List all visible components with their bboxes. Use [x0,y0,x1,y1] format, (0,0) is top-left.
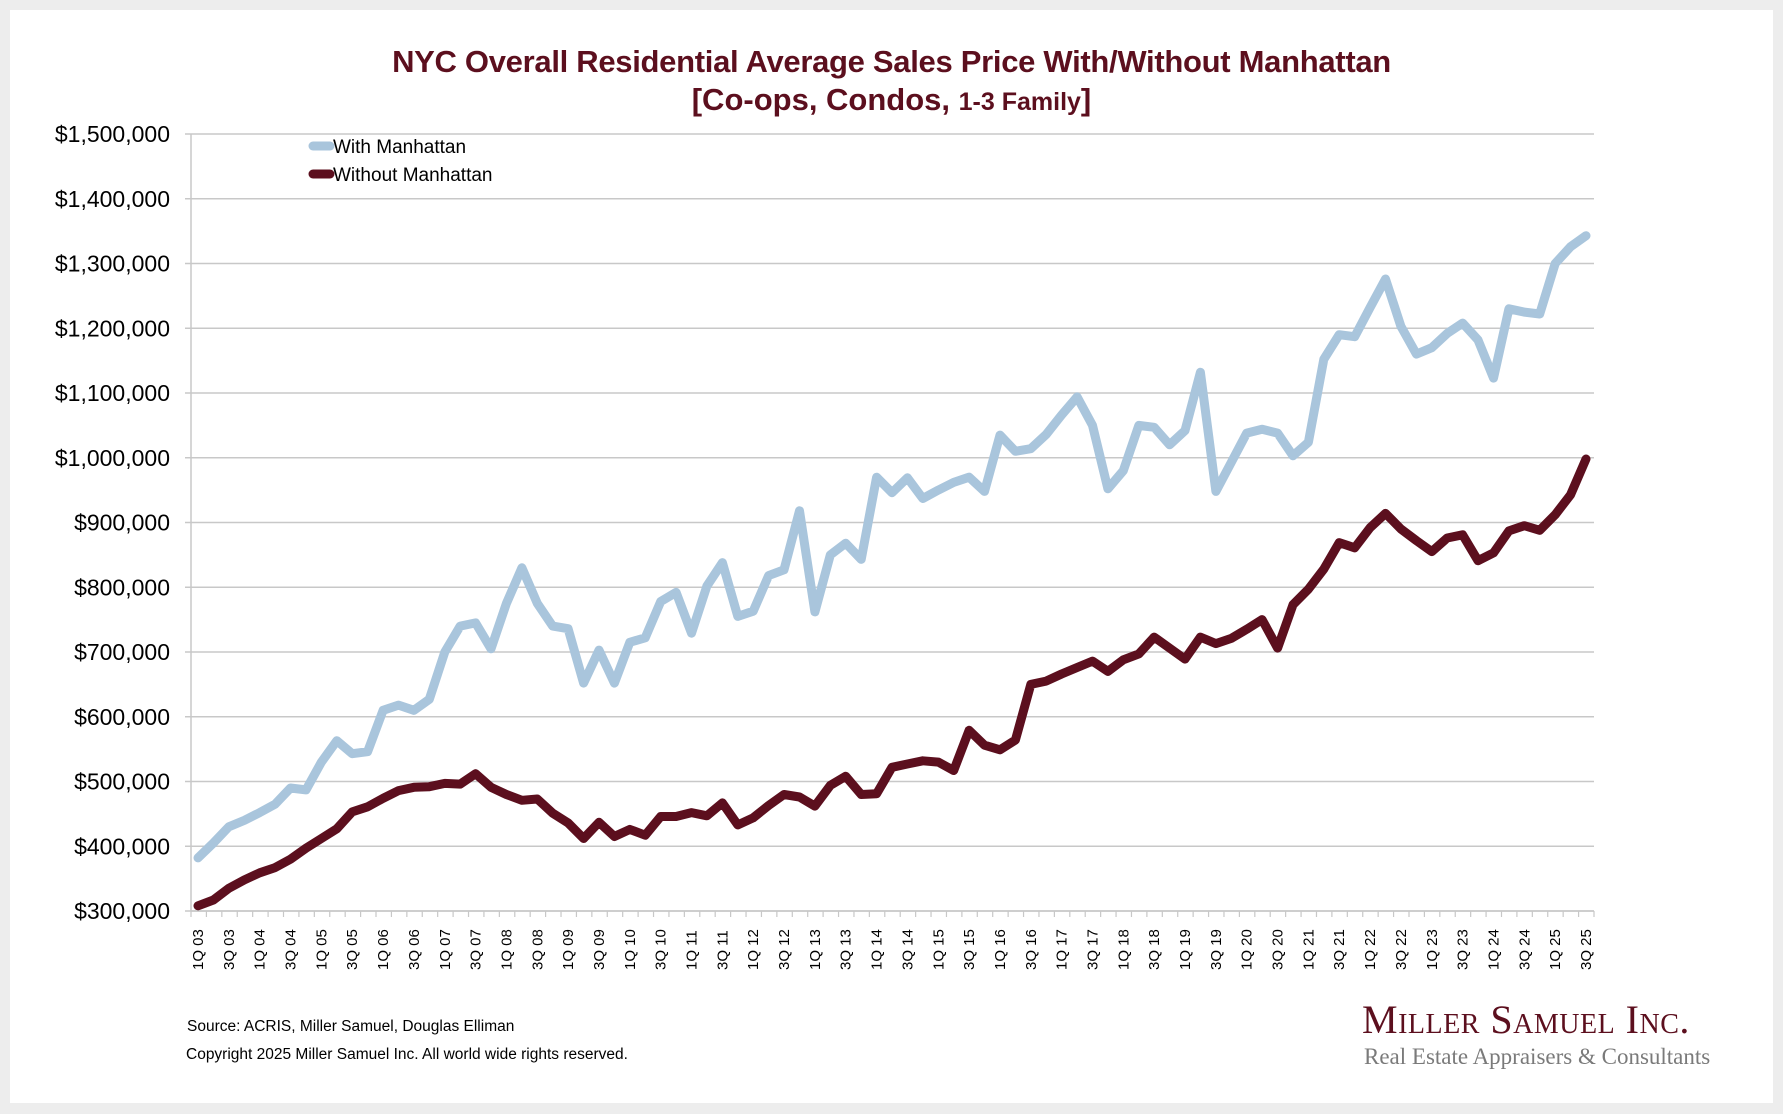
subtitle-end: ] [1080,82,1092,117]
y-tick-label: $1,300,000 [55,251,170,277]
y-tick-label: $600,000 [74,704,170,730]
x-tick-label: 1Q 12 [745,929,762,970]
x-tick-label: 1Q 22 [1362,929,1379,970]
x-tick-label: 1Q 18 [1115,929,1132,970]
x-tick-label: 1Q 15 [930,929,947,970]
y-tick-label: $1,400,000 [55,186,170,212]
x-tick-label: 1Q 25 [1547,929,1564,970]
x-tick-label: 1Q 05 [313,929,330,970]
x-tick-label: 1Q 04 [252,929,269,970]
chart-subtitle: [Co-ops, Condos, 1-3 Family] [0,82,1783,118]
y-tick-label: $400,000 [74,833,170,859]
x-tick-label: 3Q 20 [1270,929,1287,970]
x-tick-label: 1Q 14 [869,929,886,970]
x-tick-label: 3Q 07 [468,929,485,970]
x-tick-label: 1Q 21 [1300,929,1317,970]
copyright-note: Copyright 2025 Miller Samuel Inc. All wo… [186,1046,628,1063]
x-tick-label: 3Q 19 [1208,929,1225,970]
y-tick-label: $300,000 [74,898,170,924]
y-tick-label: $700,000 [74,639,170,665]
series-line-without-manhattan [193,454,1591,911]
x-tick-label: 3Q 17 [1084,929,1101,970]
x-tick-label: 3Q 14 [899,929,916,970]
subtitle-main: [Co-ops, Condos, [691,82,959,117]
x-tick-label: 1Q 10 [622,929,639,970]
logo-tagline: Real Estate Appraisers & Consultants [1364,1044,1711,1069]
x-tick-label: 3Q 21 [1331,929,1348,970]
y-tick-label: $800,000 [74,574,170,600]
x-tick-label: 1Q 17 [1054,929,1071,970]
x-tick-label: 1Q 13 [807,929,824,970]
x-tick-label: 3Q 11 [714,930,731,970]
y-tick-label: $1,000,000 [55,445,170,471]
y-axis: $300,000 $400,000 $500,000 $600,000 $700,000… [55,121,192,924]
x-tick-label: 3Q 25 [1578,929,1595,970]
x-tick-label: 1Q 03 [190,929,207,970]
x-tick-label: 1Q 20 [1239,929,1256,970]
x-tick-label: 1Q 19 [1177,929,1194,970]
x-tick-label: 3Q 05 [344,929,361,970]
chart-title: NYC Overall Residential Average Sales Pr… [392,44,1391,79]
x-tick-label: 1Q 23 [1424,929,1441,970]
company-logo: Miller Samuel Inc. Real Estate Appraiser… [1362,998,1712,1072]
legend: With Manhattan Without Manhattan [308,137,492,186]
legend-label-with-manhattan: With Manhattan [333,137,466,158]
x-tick-label: 1Q 08 [498,929,515,970]
y-tick-label: $900,000 [74,510,170,536]
x-tick-label: 3Q 24 [1516,929,1533,970]
legend-label-without-manhattan: Without Manhattan [333,165,492,186]
x-tick-label: 3Q 09 [591,929,608,970]
x-tick-label: 3Q 15 [961,929,978,970]
x-tick-label: 3Q 23 [1455,929,1472,970]
x-tick-label: 1Q 16 [992,929,1009,970]
y-tick-label: $500,000 [74,769,170,795]
x-tick-label: 3Q 18 [1146,929,1163,970]
x-tick-label: 3Q 12 [776,929,793,970]
logo-name: Miller Samuel Inc. [1362,997,1690,1042]
x-tick-label: 3Q 04 [283,929,300,970]
x-tick-label: 3Q 16 [1023,929,1040,970]
x-tick-label: 1Q 07 [437,929,454,970]
x-tick-label: 3Q 13 [838,929,855,970]
series-lines [193,231,1591,911]
x-tick-label: 1Q 24 [1485,929,1502,970]
x-tick-label: 3Q 06 [406,929,423,970]
x-tick-label: 3Q 03 [221,929,238,970]
y-tick-label: $1,500,000 [55,121,170,147]
y-tick-label: $1,200,000 [55,315,170,341]
x-tick-label: 3Q 22 [1393,929,1410,970]
x-tick-label: 1Q 09 [560,929,577,970]
subtitle-small: 1-3 Family [958,88,1081,116]
x-axis: 1Q 03 3Q 03 1Q 04 3Q 04 1Q 05 3Q 05 1Q 06 3Q 06… [190,910,1595,970]
source-note: Source: ACRIS, Miller Samuel, Douglas El… [187,1018,515,1035]
x-tick-label: 1Q 11 [684,930,701,970]
y-tick-label: $1,100,000 [55,380,170,406]
x-tick-label: 1Q 06 [375,929,392,970]
x-tick-label: 3Q 08 [529,929,546,970]
x-tick-label: 3Q 10 [653,929,670,970]
